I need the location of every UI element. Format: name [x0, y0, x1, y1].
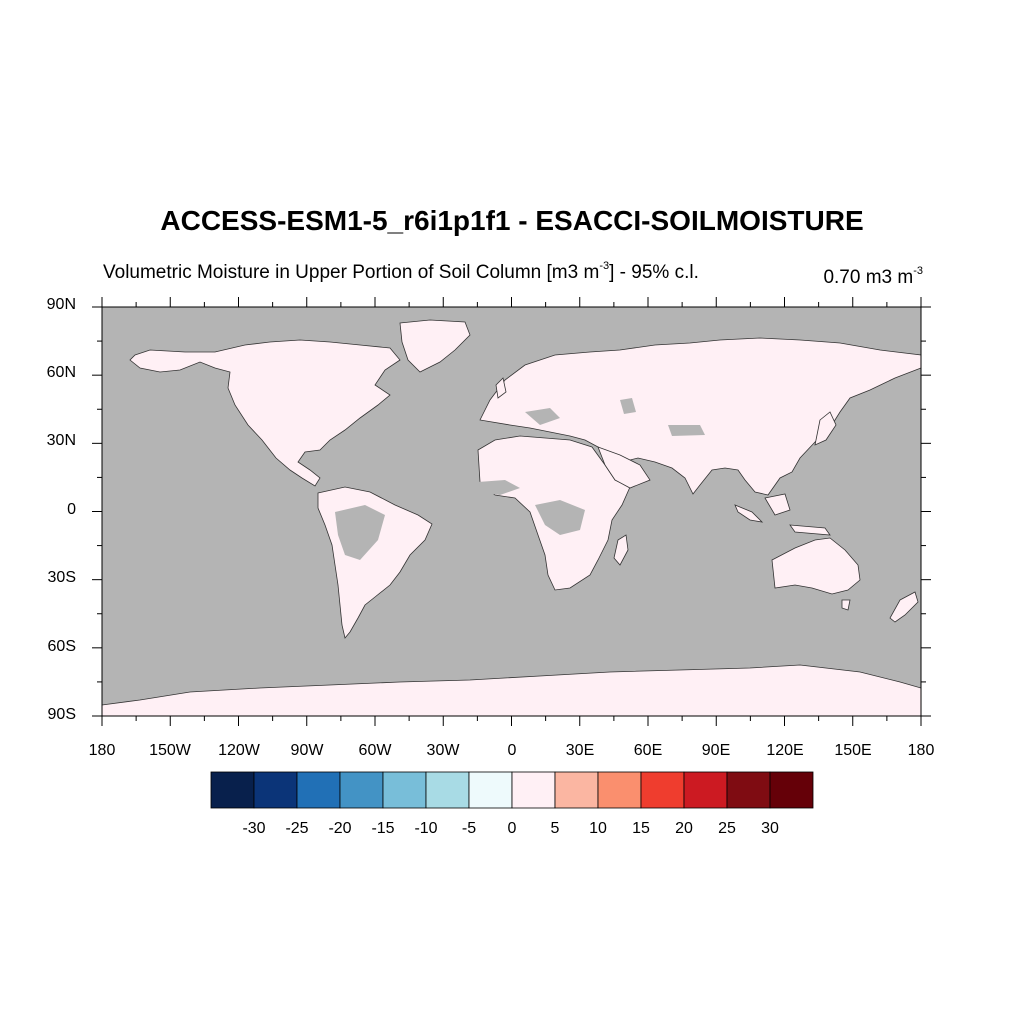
colorbar-label: -25 — [285, 820, 309, 837]
colorbar-label: 25 — [718, 820, 736, 837]
lat-label: 60N — [46, 364, 76, 381]
lon-label: 90E — [701, 742, 731, 759]
colorbar-swatch — [210, 771, 255, 809]
lon-label: 90W — [290, 742, 324, 759]
lon-label: 30E — [565, 742, 595, 759]
land-australia — [771, 537, 861, 595]
lon-label: 60W — [358, 742, 392, 759]
land-new-zealand — [889, 591, 919, 623]
colorbar-label: 10 — [589, 820, 607, 837]
colorbar-swatch — [382, 771, 427, 809]
lon-label: 150W — [149, 742, 191, 759]
map-subtitle-value: 0.70 m3 m-3 — [823, 265, 923, 289]
colorbar-swatch — [769, 771, 814, 809]
lat-label: 0 — [67, 501, 76, 518]
colorbar-label: 20 — [675, 820, 693, 837]
land-british-isles — [495, 377, 507, 399]
land-greenland — [399, 319, 471, 373]
colorbar — [210, 771, 814, 809]
lat-label: 90N — [46, 296, 76, 313]
colorbar-label: 30 — [761, 820, 779, 837]
lon-label: 150E — [834, 742, 872, 759]
land-north-america — [129, 339, 401, 487]
colorbar-swatch — [425, 771, 470, 809]
colorbar-swatch — [554, 771, 599, 809]
colorbar-label: 5 — [550, 820, 560, 837]
colorbar-swatch — [296, 771, 341, 809]
colorbar-swatch — [468, 771, 513, 809]
subtitle-variable-text: Volumetric Moisture in Upper Portion of … — [103, 262, 600, 283]
colorbar-label: -30 — [242, 820, 266, 837]
land-madagascar — [613, 534, 629, 566]
map-subtitle-variable: Volumetric Moisture in Upper Portion of … — [103, 260, 699, 284]
lon-label: 180 — [88, 742, 116, 759]
land-japan — [814, 411, 837, 446]
colorbar-label: 15 — [632, 820, 650, 837]
land-indonesia — [734, 493, 831, 536]
colorbar-swatch — [339, 771, 384, 809]
lon-label: 30W — [426, 742, 460, 759]
colorbar-label: -5 — [461, 820, 477, 837]
land-arabia — [597, 446, 651, 489]
colorbar-swatch — [597, 771, 642, 809]
colorbar-label: -10 — [414, 820, 438, 837]
subtitle-value-exponent: -3 — [913, 265, 923, 277]
lon-label: 120W — [218, 742, 260, 759]
colorbar-label: -20 — [328, 820, 352, 837]
colorbar-swatch — [253, 771, 298, 809]
lon-label: 180 — [907, 742, 935, 759]
map-frame — [101, 306, 922, 717]
subtitle-variable-suffix: ] - 95% c.l. — [609, 262, 699, 283]
colorbar-swatch — [640, 771, 685, 809]
subtitle-variable-exponent: -3 — [599, 260, 610, 272]
subtitle-value-text: 0.70 m3 m — [823, 267, 914, 288]
land-tasmania — [841, 599, 851, 611]
colorbar-swatch — [683, 771, 728, 809]
lat-label: 30S — [47, 569, 76, 586]
lon-label: 120E — [766, 742, 804, 759]
colorbar-swatch — [511, 771, 556, 809]
colorbar-label: -15 — [371, 820, 395, 837]
no-data-patches — [335, 398, 705, 560]
lat-label: 30N — [46, 432, 76, 449]
map-tick-marks — [92, 297, 931, 726]
lon-label: 0 — [507, 742, 517, 759]
colorbar-label: 0 — [507, 820, 517, 837]
lat-label: 60S — [47, 638, 76, 655]
colorbar-swatch — [726, 771, 771, 809]
map-title: ACCESS-ESM1-5_r6i1p1f1 - ESACCI-SOILMOIS… — [160, 205, 864, 236]
lon-label: 60E — [633, 742, 663, 759]
lat-label: 90S — [47, 706, 76, 723]
